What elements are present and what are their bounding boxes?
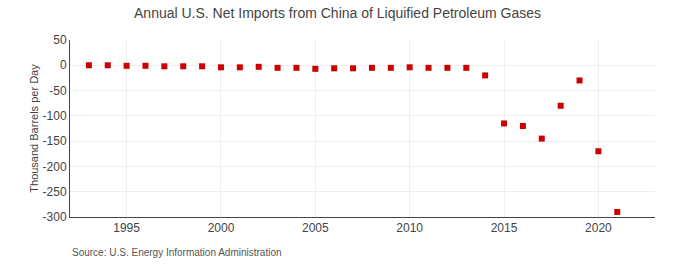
svg-text:Source: U.S. Energy Informatio: Source: U.S. Energy Information Administ…: [72, 247, 282, 258]
svg-text:50: 50: [53, 33, 67, 47]
svg-text:Annual U.S. Net Imports from C: Annual U.S. Net Imports from China of Li…: [134, 5, 541, 21]
svg-text:-300: -300: [43, 210, 67, 224]
svg-text:-50: -50: [49, 84, 67, 98]
svg-text:0: 0: [60, 58, 67, 72]
svg-text:1995: 1995: [113, 221, 140, 235]
svg-text:Thousand Barrels per Day: Thousand Barrels per Day: [28, 64, 40, 193]
svg-text:-150: -150: [43, 134, 67, 148]
svg-text:-200: -200: [43, 160, 67, 174]
svg-text:2015: 2015: [491, 221, 518, 235]
svg-text:2020: 2020: [585, 221, 612, 235]
svg-text:2000: 2000: [208, 221, 235, 235]
svg-text:-100: -100: [43, 109, 67, 123]
svg-text:2010: 2010: [396, 221, 423, 235]
svg-text:-250: -250: [43, 185, 67, 199]
svg-text:2005: 2005: [302, 221, 329, 235]
